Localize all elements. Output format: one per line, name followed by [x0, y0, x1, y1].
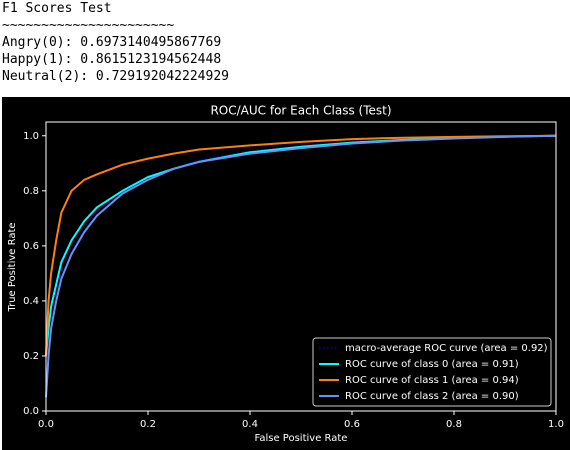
x-tick-label: 0.4: [242, 419, 258, 430]
output-line: F1 Scores Test: [2, 1, 112, 16]
x-tick-label: 0.8: [446, 419, 462, 430]
roc-curve: [45, 134, 557, 398]
axes-frame: [45, 121, 557, 412]
legend-box: [312, 337, 552, 407]
x-tick-label: 0.2: [140, 419, 156, 430]
y-tick-label: 0.4: [23, 296, 39, 307]
output-line: Angry(0): 0.6973140495867769: [2, 35, 222, 50]
x-tick-label: 0.0: [38, 419, 54, 430]
chart-title: ROC/AUC for Each Class (Test): [210, 104, 391, 118]
y-tick-label: 0.2: [23, 351, 39, 362]
y-tick-label: 0.8: [23, 186, 39, 197]
output-line: Happy(1): 0.8615123194562448: [2, 52, 222, 67]
y-axis-label: True Positive Rate: [7, 222, 18, 312]
x-axis-label: False Positive Rate: [255, 433, 348, 444]
y-tick-label: 0.0: [23, 406, 39, 417]
y-tick-label: 1.0: [23, 131, 39, 142]
y-tick-label: 0.6: [23, 241, 39, 252]
legend-label: ROC curve of class 2 (area = 0.90): [345, 391, 519, 402]
legend-label: ROC curve of class 0 (area = 0.91): [345, 359, 519, 370]
output-line: ~~~~~~~~~~~~~~~~~~~~~~: [2, 18, 175, 33]
x-tick-label: 1.0: [548, 419, 564, 430]
legend-label: macro-average ROC curve (area = 0.92): [345, 343, 548, 354]
legend-label: ROC curve of class 1 (area = 0.94): [345, 375, 519, 386]
output-line: Neutral(2): 0.729192042224929: [2, 69, 229, 84]
chart: ROC/AUC for Each Class (Test) False Posi…: [2, 97, 570, 450]
x-tick-label: 0.6: [344, 419, 360, 430]
roc-curve: [45, 134, 557, 356]
